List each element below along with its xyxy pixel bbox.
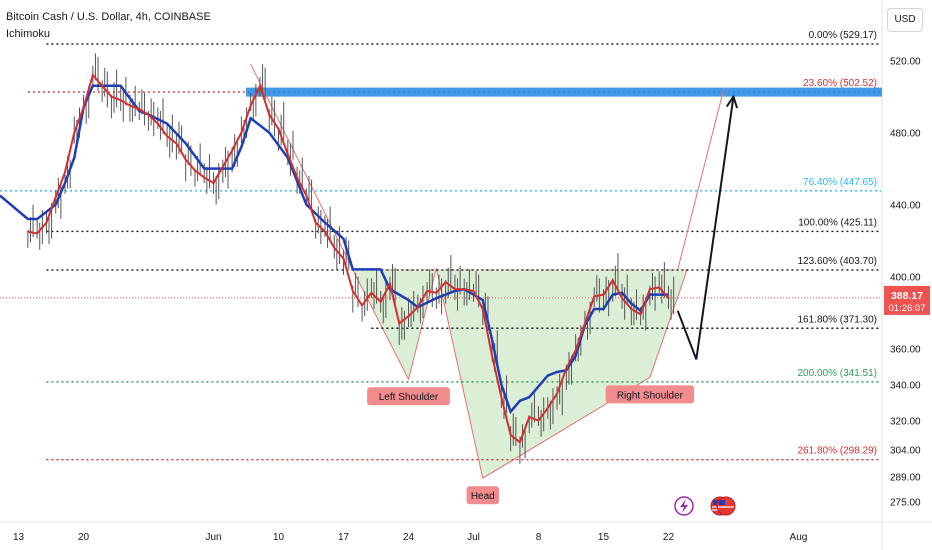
y-tick-label: 340.00 [890,381,921,392]
target-zone [246,87,882,97]
x-tick-label: 8 [536,532,542,543]
fib-level-label: 261.80% (298.29) [797,446,877,457]
trend-line [250,63,354,270]
currency-button[interactable]: USD [887,8,923,32]
x-tick-label: 15 [598,532,610,543]
y-tick-label: 320.00 [890,417,921,428]
fib-level-label: 161.80% (371.30) [797,314,877,325]
projection-path [676,96,735,360]
y-tick-label: 289.00 [890,472,921,483]
fib-level-label: 0.00% (529.17) [809,30,877,41]
symbol-title[interactable]: Bitcoin Cash / U.S. Dollar, 4h, COINBASE [6,11,211,23]
pattern-fill [352,268,688,479]
pattern-label-bg [367,387,450,406]
x-tick-label: 17 [338,532,350,543]
fib-level-label: 123.60% (403.70) [797,256,877,267]
fib-level-label: 76.40% (447.65) [803,177,877,188]
x-tick-label: 13 [13,532,25,543]
x-tick-label: 24 [403,532,415,543]
x-tick-label: 10 [273,532,285,543]
fib-level-label: 100.00% (425.11) [798,217,877,228]
pattern-label-bg [466,486,499,505]
indicator-label[interactable]: Ichimoku [6,28,51,40]
y-tick-label: 400.00 [890,273,921,284]
chart-header: Bitcoin Cash / U.S. Dollar, 4h, COINBASE… [6,9,211,43]
y-tick-label: 360.00 [890,345,921,356]
x-tick-label: Jun [205,532,221,543]
x-tick-label: 22 [663,532,675,543]
pattern-label: Right Shoulder [617,390,684,401]
price-badge-countdown: 01:26:07 [889,303,926,314]
x-tick-label: Jul [467,532,480,543]
fib-level-label: 200.00% (341.51) [797,368,877,379]
projection-arrowhead [725,94,739,109]
pattern-label: Head [471,491,495,502]
lightning-icon [674,496,694,516]
x-tick-label: Aug [790,532,808,543]
fib-level-label: 23.60% (502.52) [803,78,877,89]
y-tick-label: 304.00 [890,445,921,456]
y-tick-label: 275.00 [890,498,921,509]
price-badge-value: 388.17 [891,290,923,302]
baseline-series [0,84,669,415]
y-tick-label: 440.00 [890,201,921,212]
price-series [27,72,670,444]
pattern-outline [352,268,688,479]
pattern-label-bg [605,385,695,404]
y-tick-label: 520.00 [890,57,921,68]
us-flag-icon [716,496,736,516]
y-tick-label: 480.00 [890,129,921,140]
x-tick-label: 20 [78,532,90,543]
pattern-label: Left Shoulder [379,392,439,403]
target-line [677,87,725,270]
